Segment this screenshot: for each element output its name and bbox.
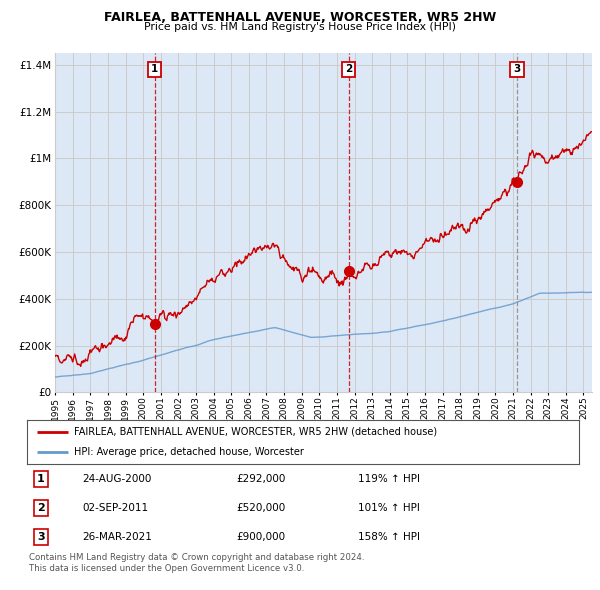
Text: 2: 2 (37, 503, 44, 513)
Text: Contains HM Land Registry data © Crown copyright and database right 2024.: Contains HM Land Registry data © Crown c… (29, 553, 364, 562)
Text: This data is licensed under the Open Government Licence v3.0.: This data is licensed under the Open Gov… (29, 564, 304, 573)
Text: 26-MAR-2021: 26-MAR-2021 (82, 532, 152, 542)
Text: 02-SEP-2011: 02-SEP-2011 (82, 503, 148, 513)
Text: 2: 2 (345, 64, 352, 74)
Text: FAIRLEA, BATTENHALL AVENUE, WORCESTER, WR5 2HW (detached house): FAIRLEA, BATTENHALL AVENUE, WORCESTER, W… (74, 427, 437, 437)
Text: 3: 3 (37, 532, 44, 542)
Text: £520,000: £520,000 (237, 503, 286, 513)
Text: 119% ↑ HPI: 119% ↑ HPI (358, 474, 420, 484)
Text: 158% ↑ HPI: 158% ↑ HPI (358, 532, 420, 542)
Text: 24-AUG-2000: 24-AUG-2000 (82, 474, 152, 484)
Text: 3: 3 (514, 64, 521, 74)
Text: £900,000: £900,000 (237, 532, 286, 542)
Text: 101% ↑ HPI: 101% ↑ HPI (358, 503, 420, 513)
Text: HPI: Average price, detached house, Worcester: HPI: Average price, detached house, Worc… (74, 447, 304, 457)
Text: 1: 1 (37, 474, 44, 484)
Text: £292,000: £292,000 (237, 474, 286, 484)
Text: FAIRLEA, BATTENHALL AVENUE, WORCESTER, WR5 2HW: FAIRLEA, BATTENHALL AVENUE, WORCESTER, W… (104, 11, 496, 24)
Text: Price paid vs. HM Land Registry's House Price Index (HPI): Price paid vs. HM Land Registry's House … (144, 22, 456, 32)
Text: 1: 1 (151, 64, 158, 74)
